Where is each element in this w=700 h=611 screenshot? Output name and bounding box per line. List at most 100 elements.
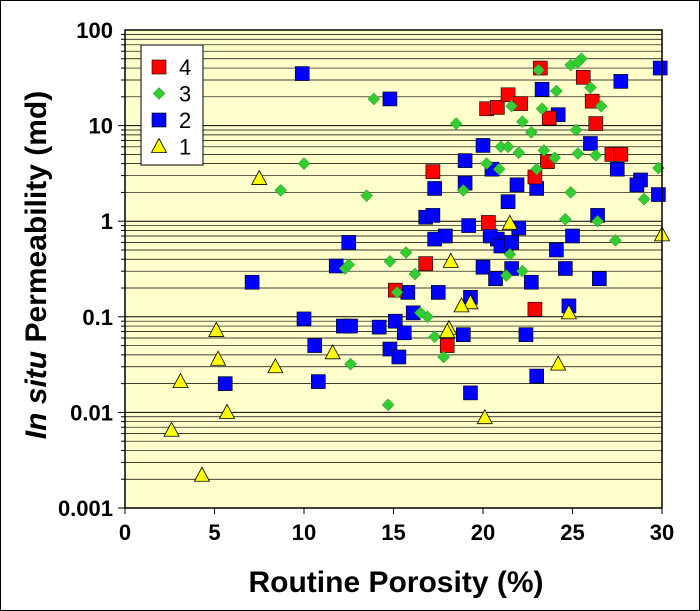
- data-point: [383, 255, 397, 268]
- data-point: [218, 403, 236, 419]
- x-axis-label: Routine Porosity (%): [248, 566, 543, 599]
- data-point: [437, 350, 450, 364]
- data-point: [475, 259, 491, 275]
- x-tick-label: 20: [471, 520, 495, 545]
- data-point: [532, 63, 545, 77]
- data-point: [427, 231, 442, 247]
- x-tick-label: 10: [292, 520, 316, 545]
- data-point: [588, 116, 604, 131]
- data-point: [541, 110, 557, 126]
- data-point: [503, 247, 517, 261]
- data-point: [382, 91, 398, 107]
- data-point: [583, 136, 598, 151]
- data-point: [637, 192, 651, 206]
- data-point: [307, 338, 323, 353]
- data-point: [427, 181, 442, 196]
- data-point: [172, 372, 189, 388]
- data-point: [534, 81, 550, 97]
- data-point: [399, 246, 413, 259]
- data-point: [548, 151, 561, 165]
- data-point: [418, 256, 434, 271]
- data-point: [297, 157, 311, 170]
- x-tick-label: 30: [650, 520, 674, 545]
- data-point: [457, 153, 473, 168]
- data-point: [584, 81, 597, 94]
- legend-label: 1: [179, 135, 191, 160]
- data-point: [344, 357, 357, 371]
- data-point: [609, 161, 625, 177]
- data-point: [480, 157, 493, 170]
- data-point: [391, 349, 407, 365]
- data-point: [461, 218, 476, 233]
- data-point: [328, 258, 344, 274]
- data-point: [652, 60, 668, 76]
- data-point: [439, 338, 455, 353]
- data-point: [516, 115, 529, 128]
- data-point: [428, 330, 442, 344]
- data-point: [516, 264, 529, 278]
- data-point: [193, 466, 211, 482]
- data-point: [324, 343, 341, 360]
- data-point: [360, 189, 374, 203]
- data-point: [613, 74, 629, 89]
- x-tick-labels: 0 5 10 15 20 25 30: [119, 520, 674, 545]
- data-point: [558, 261, 573, 276]
- data-point: [524, 274, 539, 290]
- data-point: [251, 169, 268, 185]
- x-tick-label: 5: [208, 520, 220, 545]
- data-point: [490, 100, 505, 115]
- data-point: [371, 319, 387, 335]
- data-point: [296, 311, 312, 327]
- data-point: [244, 274, 260, 290]
- data-point: [575, 70, 591, 85]
- data-point: [591, 214, 604, 228]
- y-tick-label: 100: [76, 18, 113, 43]
- y-tick-label: 0.01: [70, 400, 113, 425]
- data-point: [475, 138, 491, 153]
- data-point: [453, 297, 470, 313]
- y-tick-label: 10: [89, 114, 113, 139]
- data-point: [476, 408, 493, 425]
- data-point: [564, 186, 578, 199]
- data-point: [524, 125, 538, 139]
- data-point: [500, 194, 516, 209]
- legend-marker: [151, 59, 167, 75]
- data-point: [421, 310, 434, 324]
- data-point: [651, 187, 666, 202]
- y-tick-labels: 0.001 0.01 0.1 1 10 100: [58, 18, 113, 521]
- data-point: [512, 146, 526, 160]
- data-point: [343, 318, 358, 334]
- data-point: [217, 376, 233, 391]
- legend-box: [140, 44, 204, 166]
- data-point: [565, 228, 580, 244]
- data-point: [449, 117, 463, 130]
- data-point: [529, 368, 545, 384]
- data-point: [505, 99, 518, 113]
- data-point: [367, 92, 381, 106]
- legend-marker: [151, 112, 167, 128]
- data-point: [492, 162, 506, 176]
- data-point: [163, 421, 180, 437]
- data-point: [396, 325, 412, 341]
- data-point: [530, 162, 544, 176]
- legend-label: 2: [179, 108, 191, 133]
- data-point: [550, 355, 567, 371]
- y-tick-label: 0.001: [58, 496, 113, 521]
- data-point: [513, 96, 528, 111]
- data-point: [425, 208, 441, 223]
- data-point: [294, 66, 310, 81]
- data-point: [390, 286, 404, 299]
- data-point: [571, 55, 585, 69]
- data-point: [387, 313, 403, 329]
- data-point: [537, 144, 551, 157]
- y-axis-label: In situ Permeability (md): [20, 91, 53, 439]
- data-point: [501, 140, 515, 154]
- legend-marker: [150, 137, 168, 153]
- data-point: [527, 301, 543, 317]
- data-point: [311, 374, 326, 389]
- data-point: [500, 87, 516, 103]
- data-point: [209, 350, 227, 366]
- legend-label: 4: [179, 55, 191, 80]
